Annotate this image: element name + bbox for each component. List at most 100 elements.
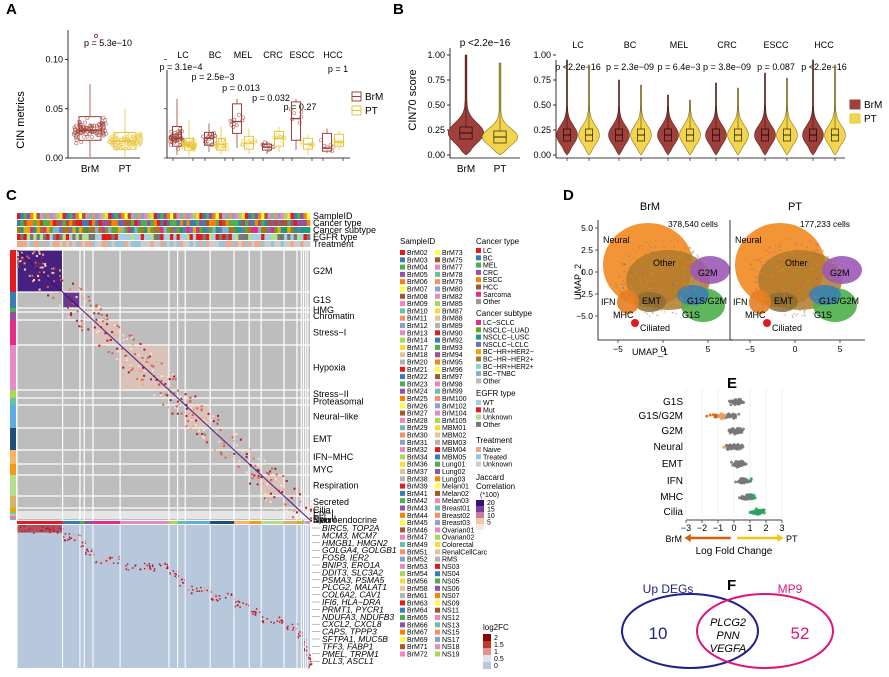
heatmap-cell bbox=[67, 306, 70, 309]
gene-heatmap-cell bbox=[111, 555, 113, 557]
panel-b-facet-pval: p = 3.8e−09 bbox=[703, 62, 751, 72]
cell-point bbox=[826, 297, 829, 300]
legend-swatch bbox=[435, 337, 440, 343]
track-cell bbox=[150, 213, 155, 219]
cell-point bbox=[755, 288, 757, 290]
track-cell bbox=[20, 213, 24, 219]
track-cell bbox=[228, 241, 233, 247]
track-cell bbox=[225, 241, 229, 247]
track-cell bbox=[147, 234, 151, 240]
cell-point bbox=[838, 290, 841, 293]
venn-gene-3: VEGFA bbox=[710, 643, 746, 655]
track-cell bbox=[166, 234, 171, 240]
legend-swatch bbox=[400, 534, 405, 540]
gene-heatmap-cell bbox=[76, 537, 78, 540]
heatmap-cell bbox=[228, 437, 231, 440]
data-point bbox=[74, 135, 79, 140]
cell-point bbox=[652, 309, 654, 311]
cell-point bbox=[818, 308, 821, 311]
panel-b-ytick-label: 0.50 bbox=[427, 100, 445, 110]
cell-point bbox=[630, 299, 633, 302]
cell-point bbox=[780, 256, 783, 259]
cell-point bbox=[778, 265, 780, 267]
cell-point bbox=[634, 257, 637, 260]
e-point bbox=[720, 415, 724, 419]
heatmap-cell bbox=[268, 497, 271, 500]
data-point bbox=[245, 143, 250, 148]
cell-point bbox=[644, 311, 647, 313]
legend-sample: BrM66 bbox=[407, 622, 428, 629]
cell-point bbox=[648, 315, 651, 317]
gene-heatmap-cell bbox=[143, 567, 146, 570]
cell-point bbox=[802, 296, 805, 298]
heatmap-cell bbox=[122, 338, 125, 341]
cell-point bbox=[675, 261, 678, 263]
cell-point bbox=[658, 302, 661, 305]
e-row-label: Cilia bbox=[664, 507, 684, 518]
cell-point bbox=[768, 294, 770, 297]
heatmap-cell bbox=[150, 364, 153, 367]
track-cell bbox=[205, 241, 210, 247]
gene-heatmap-cell bbox=[62, 534, 65, 537]
gene-heatmap-cell bbox=[306, 646, 308, 648]
track-cell bbox=[241, 220, 246, 226]
legend-sample: BrM14 bbox=[407, 338, 428, 345]
gene-heatmap-cell bbox=[254, 614, 257, 616]
heatmap-cell bbox=[52, 272, 55, 275]
cell-point bbox=[808, 265, 810, 267]
legend-swatch bbox=[435, 527, 440, 533]
heatmap-cell bbox=[83, 323, 86, 326]
e-point bbox=[705, 414, 709, 418]
heatmap-cell bbox=[129, 363, 132, 366]
cell-point bbox=[701, 263, 703, 266]
cell-point bbox=[683, 306, 686, 309]
heatmap-cell bbox=[262, 482, 265, 485]
panel-c-gene-label: BIRC5, TOP2A bbox=[322, 523, 380, 533]
cell-point bbox=[752, 292, 754, 295]
cell-point bbox=[619, 261, 621, 263]
cell-point bbox=[834, 269, 837, 272]
gene-heatmap-cell bbox=[126, 566, 129, 569]
panel-b-facet-label: LC bbox=[572, 40, 584, 50]
heatmap-cell bbox=[51, 271, 54, 274]
track-cell bbox=[17, 234, 21, 240]
heatmap-cell bbox=[80, 325, 83, 328]
heatmap-cell bbox=[58, 291, 61, 294]
track-cell bbox=[98, 213, 102, 219]
cell-point bbox=[776, 307, 778, 310]
legend-sample: BrM77 bbox=[442, 265, 463, 272]
cell-point bbox=[809, 250, 811, 252]
heatmap-cell bbox=[31, 252, 34, 255]
legend-swatch bbox=[435, 257, 440, 263]
cell-point bbox=[800, 250, 802, 253]
panel-b-ytick-label: 0.25 bbox=[427, 125, 445, 135]
data-point bbox=[74, 141, 79, 146]
gene-heatmap-cell bbox=[134, 564, 137, 566]
cell-point bbox=[682, 280, 685, 283]
cell-point bbox=[701, 295, 704, 298]
track-cell bbox=[270, 213, 275, 219]
heatmap-cell bbox=[17, 254, 19, 257]
track-cell bbox=[101, 220, 106, 226]
heatmap-cell bbox=[219, 451, 222, 454]
gene-heatmap-cell bbox=[292, 626, 295, 629]
track-cell bbox=[218, 227, 223, 233]
cell-point bbox=[615, 284, 618, 286]
umap-cluster-label: MHC bbox=[745, 310, 766, 320]
cell-point bbox=[795, 314, 798, 316]
track-cell bbox=[163, 220, 168, 226]
track-cell bbox=[300, 213, 304, 219]
legend-sample: BrM09 bbox=[407, 301, 428, 308]
heatmap-cell bbox=[224, 456, 227, 459]
track-cell bbox=[222, 213, 226, 219]
gene-heatmap-cell bbox=[185, 591, 187, 593]
cell-point bbox=[663, 311, 666, 313]
track-cell bbox=[20, 234, 24, 240]
gene-heatmap-cell bbox=[82, 545, 84, 547]
data-point bbox=[240, 142, 245, 147]
gene-heatmap-cell bbox=[281, 619, 283, 622]
legend-swatch bbox=[435, 622, 440, 628]
cell-point bbox=[815, 300, 818, 302]
track-cell bbox=[137, 234, 142, 240]
cell-point bbox=[837, 286, 840, 288]
